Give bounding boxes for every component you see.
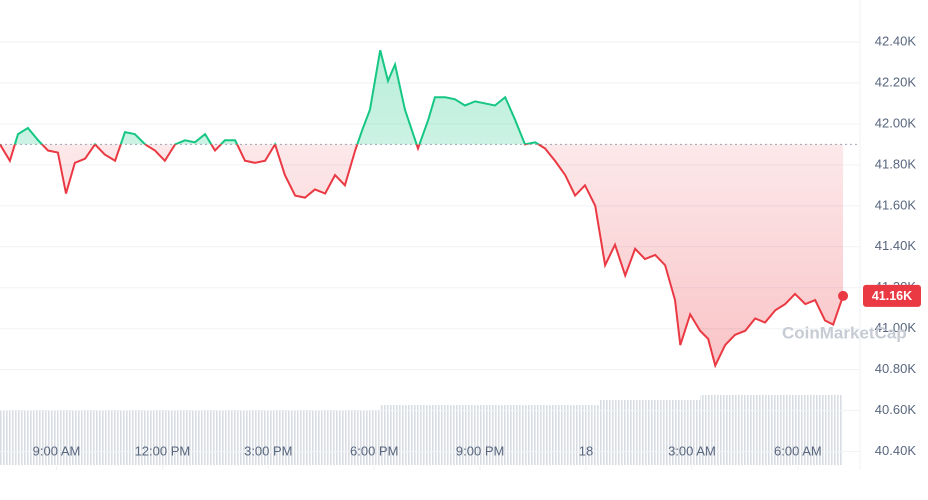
y-tick-label: 41.60K bbox=[875, 197, 917, 212]
x-tick-label: 12:00 PM bbox=[135, 443, 191, 458]
y-tick-label: 41.40K bbox=[875, 238, 917, 253]
y-tick-label: 40.80K bbox=[875, 361, 917, 376]
x-tick-label: 6:00 AM bbox=[774, 443, 822, 458]
volume-bars bbox=[0, 395, 843, 465]
y-tick-label: 40.60K bbox=[875, 402, 917, 417]
last-point bbox=[838, 290, 849, 301]
price-tag-label: 41.16K bbox=[872, 289, 912, 303]
y-tick-label: 42.40K bbox=[875, 33, 917, 48]
area-down bbox=[0, 144, 844, 366]
y-tick-label: 42.00K bbox=[875, 115, 917, 130]
y-tick-label: 40.40K bbox=[875, 443, 917, 458]
y-tick-label: 41.00K bbox=[875, 320, 917, 335]
x-tick-label: 3:00 PM bbox=[244, 443, 292, 458]
x-tick-label: 9:00 PM bbox=[456, 443, 504, 458]
price-tag bbox=[863, 284, 921, 307]
x-tick-label: 18 bbox=[579, 443, 593, 458]
x-tick-label: 9:00 AM bbox=[33, 443, 81, 458]
line-up bbox=[0, 49, 541, 145]
x-tick-label: 6:00 PM bbox=[350, 443, 398, 458]
watermark: CoinMarketCap bbox=[782, 323, 907, 342]
y-tick-label: 41.80K bbox=[875, 156, 917, 171]
y-tick-label: 42.20K bbox=[875, 74, 917, 89]
line-down bbox=[0, 144, 844, 369]
x-tick-label: 3:00 AM bbox=[668, 443, 716, 458]
